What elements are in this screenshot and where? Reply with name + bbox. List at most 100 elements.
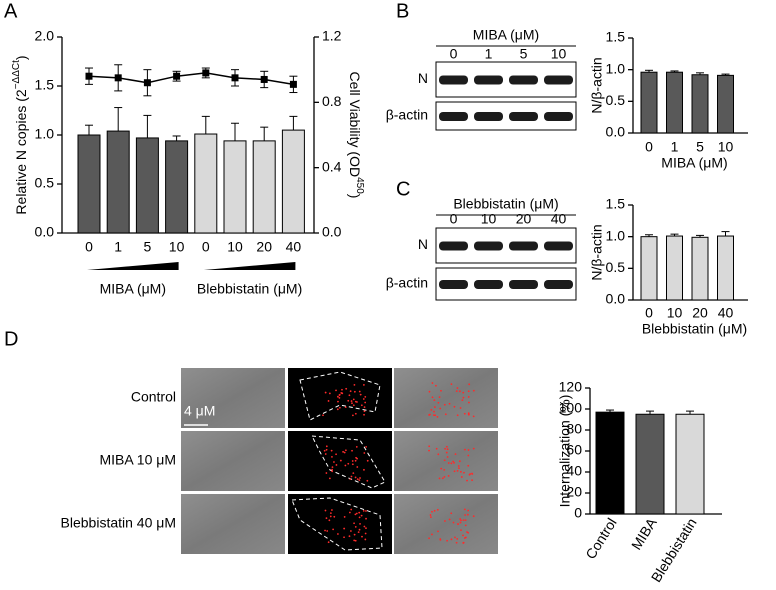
lane-label: 40 [551, 211, 567, 227]
row-label: Control [131, 389, 176, 405]
particle [350, 400, 353, 402]
particle [353, 390, 356, 393]
point [173, 72, 181, 80]
particle [362, 398, 365, 400]
particle [466, 479, 468, 482]
bar [281, 129, 305, 234]
y2-tick-label: 0.0 [322, 224, 342, 240]
particle [338, 396, 341, 399]
particle [342, 450, 345, 453]
line [88, 72, 294, 86]
particle [347, 462, 350, 465]
x-axis-label: Blebbistatin (μM) [642, 321, 747, 337]
particle [354, 459, 357, 462]
y-tick-label: 0.0 [35, 224, 55, 240]
particle [430, 516, 432, 519]
micrograph [181, 494, 285, 554]
particle [335, 453, 337, 456]
particle [455, 541, 458, 544]
particle [325, 472, 328, 474]
particle [455, 390, 458, 392]
bar [165, 140, 189, 234]
particle [323, 449, 326, 452]
y-tick-label: 1.5 [35, 77, 55, 93]
particle [444, 447, 446, 450]
particle [349, 478, 352, 481]
point [260, 75, 268, 83]
particle [328, 477, 331, 480]
particle [447, 462, 450, 464]
particle [354, 476, 357, 479]
y-tick-label: 1.5 [606, 196, 626, 212]
particle [443, 403, 446, 406]
bar [595, 411, 625, 515]
particle [358, 511, 361, 514]
particle [428, 445, 431, 448]
particle [351, 402, 353, 405]
particle [453, 461, 455, 464]
point [143, 79, 151, 87]
bar [194, 133, 218, 234]
particle [358, 390, 361, 393]
bar [640, 236, 658, 301]
particle [363, 406, 366, 408]
particle [435, 447, 438, 450]
micrograph [394, 368, 498, 428]
particle [433, 414, 435, 417]
particle [356, 457, 358, 460]
particle [356, 401, 358, 403]
x-tick-label: 10 [227, 239, 243, 255]
particle [353, 383, 356, 386]
particle [350, 508, 353, 511]
micrograph [288, 494, 392, 554]
y-tick-label: 1.0 [606, 227, 626, 243]
error-bar [696, 72, 704, 75]
blot-band [474, 112, 503, 121]
particle [357, 531, 360, 533]
particle [462, 519, 465, 522]
particle [352, 404, 355, 407]
particle [448, 518, 451, 521]
particle [365, 510, 367, 512]
particle [331, 468, 333, 471]
error-bar [143, 114, 152, 138]
x-tick-label: 0 [645, 139, 653, 155]
particle [353, 533, 356, 536]
particle [452, 460, 455, 463]
particle [355, 446, 358, 448]
particle [466, 513, 469, 516]
particle [355, 512, 358, 515]
particle [363, 384, 365, 386]
particle [471, 472, 473, 475]
particle [433, 410, 435, 413]
particle [436, 416, 439, 418]
particle [459, 518, 462, 520]
particle [351, 460, 354, 462]
particle [462, 542, 465, 544]
particle [459, 470, 462, 473]
particle [360, 514, 363, 517]
particle [325, 448, 328, 451]
blot-band [474, 241, 503, 251]
particle [460, 529, 462, 532]
particle [333, 515, 336, 518]
x-axis-label: MIBA (μM) [661, 155, 727, 171]
particle [472, 389, 475, 392]
bar [252, 140, 276, 234]
particle [351, 463, 354, 466]
particle [358, 479, 361, 482]
particle [450, 538, 453, 541]
error-bar [289, 115, 298, 131]
particle [454, 453, 457, 456]
particle [344, 406, 347, 409]
particle [337, 400, 339, 403]
y-tick-label: 1.5 [606, 29, 626, 45]
particle [467, 390, 470, 393]
particle [362, 509, 365, 512]
particle [444, 413, 447, 416]
error-bar [721, 231, 730, 237]
particle [445, 445, 448, 448]
cell-outline [291, 497, 383, 551]
particle [444, 520, 446, 522]
lane-label: 1 [485, 46, 493, 62]
